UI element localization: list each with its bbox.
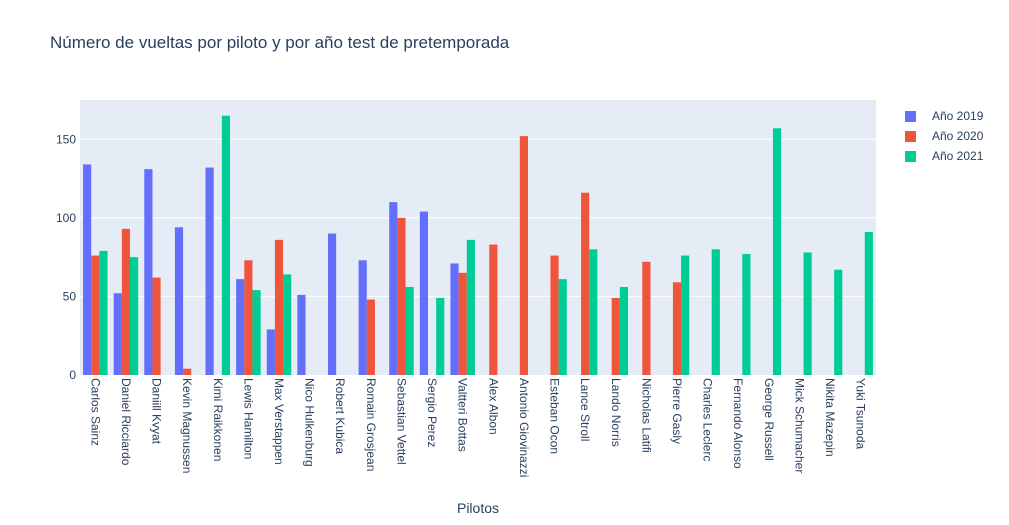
bar[interactable] [297, 294, 306, 375]
x-tick-label: Lewis Hamilton [241, 378, 255, 459]
x-tick-label: Esteban Ocon [548, 378, 562, 454]
bar[interactable] [834, 269, 843, 375]
bar[interactable] [221, 115, 231, 375]
bar[interactable] [581, 192, 590, 375]
x-tick-label: Alex Albon [486, 378, 500, 435]
x-tick-label: Kevin Magnussen [180, 378, 194, 473]
bar[interactable] [152, 277, 161, 375]
bar[interactable] [183, 368, 192, 375]
bar[interactable] [274, 239, 284, 375]
bar[interactable] [466, 239, 475, 375]
x-tick-label: Pierre Gasly [670, 378, 684, 444]
x-tick-label: Carlos Sainz [88, 378, 102, 446]
bar[interactable] [144, 169, 153, 375]
x-tick-label: Sebastian Vettel [394, 378, 408, 465]
x-tick-label: Mick Schumacher [792, 378, 806, 473]
bar[interactable] [174, 227, 184, 375]
x-tick-label: George Russell [762, 378, 776, 461]
y-tick-label: 100 [56, 211, 76, 225]
x-tick-label: Nicholas Latifi [639, 378, 653, 453]
x-axis-title: Pilotos [456, 500, 500, 516]
x-tick-label: Nico Hulkenburg [303, 378, 317, 467]
bar[interactable] [99, 250, 108, 375]
bar[interactable] [681, 255, 690, 375]
bar[interactable] [711, 249, 720, 375]
x-tick-label: Antonio Giovinazzi [517, 378, 531, 477]
plot-background [80, 100, 876, 375]
x-tick-label: Daniel Ricciardo [119, 378, 133, 466]
x-tick-label: Nikita Mazepin [823, 378, 837, 457]
bar[interactable] [619, 287, 629, 375]
bar[interactable] [550, 255, 559, 375]
x-tick-label: Fernando Alonso [731, 378, 745, 469]
y-tick-labels: 0 50 100 150 [56, 132, 76, 382]
bar[interactable] [864, 232, 873, 375]
x-tick-label: Valtteri Bottas [456, 378, 470, 452]
bar[interactable] [772, 128, 782, 375]
bar[interactable] [358, 260, 367, 375]
legend-label-2020: Año 2020 [932, 129, 984, 143]
bar[interactable] [366, 299, 375, 375]
bar[interactable] [266, 329, 275, 375]
x-tick-label: Daniill Kvyat [150, 378, 164, 445]
bar[interactable] [83, 164, 92, 375]
legend-item-2019[interactable]: Año 2019 [905, 106, 983, 126]
bar[interactable] [252, 290, 261, 375]
bar[interactable] [130, 257, 139, 375]
x-tick-label: Max Verstappen [272, 378, 286, 465]
legend-label-2021: Año 2021 [932, 149, 984, 163]
bar[interactable] [205, 167, 214, 375]
bar[interactable] [236, 279, 245, 375]
legend[interactable]: Año 2019 Año 2020 Año 2021 [905, 106, 983, 166]
bar[interactable] [589, 249, 598, 375]
bar[interactable] [558, 279, 567, 375]
x-tick-labels: Carlos Sainz Daniel Ricciardo Daniill Kvya… [88, 378, 867, 477]
x-tick-label: Charles Leclerc [701, 378, 715, 461]
bars [83, 115, 873, 375]
x-tick-label: Romain Grosjean [364, 378, 378, 471]
bar[interactable] [489, 244, 498, 375]
x-tick-label: Yuki Tsunoda [854, 378, 868, 449]
bar[interactable] [436, 298, 445, 375]
bar[interactable] [91, 255, 100, 375]
x-tick-label: Lance Stroll [578, 378, 592, 441]
chart-title: Número de vueltas por piloto y por año t… [50, 33, 510, 52]
bar[interactable] [283, 274, 292, 375]
y-tick-label: 0 [69, 368, 76, 382]
bar[interactable] [450, 263, 459, 375]
x-tick-label: Lando Norris [609, 378, 623, 447]
legend-swatch-2020 [905, 130, 916, 142]
bar[interactable] [519, 136, 529, 375]
legend-item-2021[interactable]: Año 2021 [905, 146, 983, 166]
bar[interactable] [611, 298, 620, 375]
bar[interactable] [803, 252, 812, 375]
bar[interactable] [742, 254, 751, 375]
y-tick-label: 50 [63, 289, 77, 303]
x-tick-label: Sergio Perez [425, 378, 439, 447]
x-tick-label: Robert Kubica [333, 378, 347, 454]
legend-item-2020[interactable]: Año 2020 [905, 126, 983, 146]
bar[interactable] [405, 287, 414, 375]
bar[interactable] [244, 260, 253, 375]
bar[interactable] [397, 217, 406, 375]
legend-label-2019: Año 2019 [932, 109, 984, 123]
legend-swatch-2021 [905, 150, 916, 162]
bar[interactable] [458, 272, 467, 375]
bar[interactable] [389, 202, 398, 375]
bar[interactable] [672, 282, 682, 375]
y-tick-label: 150 [56, 132, 76, 146]
bar[interactable] [419, 211, 428, 375]
bar[interactable] [121, 228, 131, 375]
bar[interactable] [113, 293, 122, 375]
legend-swatch-2019 [905, 110, 916, 122]
x-tick-label: Kimi Raikkonen [211, 378, 225, 461]
bar[interactable] [642, 261, 651, 375]
bar[interactable] [327, 233, 337, 375]
